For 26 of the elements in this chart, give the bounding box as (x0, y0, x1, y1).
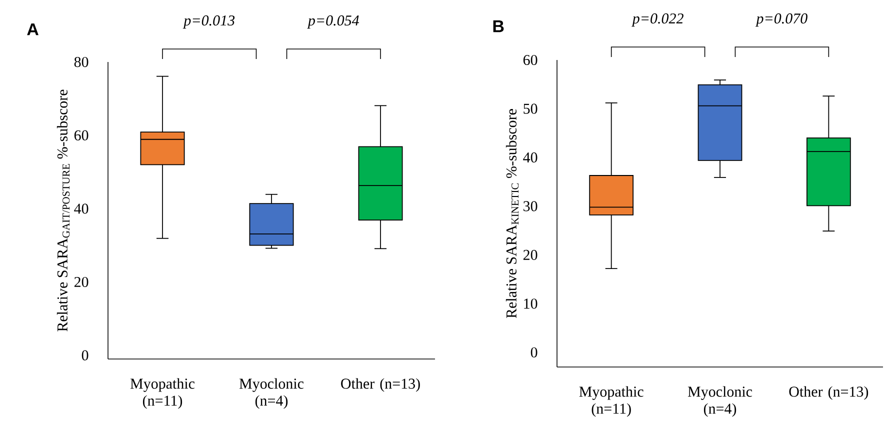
chart-title: A (27, 23, 38, 36)
y-tick-label: 60 (74, 130, 88, 140)
x-tick-label: Myoclonic (n=4) (239, 378, 304, 409)
y-tick-label: 40 (74, 204, 88, 214)
text: p=0.070 (755, 13, 808, 27)
y-axis-title: $\text{Relative SARA}_{\text{GAIT/POSTURE}}\text{ \%-subscore}$ (56, 90, 70, 332)
x-tick-label: Other (n=13) (789, 386, 868, 400)
y-tick-label: 20 (523, 250, 538, 260)
y-tick-label: 60 (523, 54, 538, 66)
x-tick-label: Myoclonic (n=4) (688, 386, 752, 417)
chart-title: B (493, 20, 504, 32)
y-tick-label: 50 (524, 104, 538, 114)
text: p=0.013 (182, 15, 235, 29)
x-tick-label: Other (n=13) (341, 378, 420, 392)
y-tick-label: 0 (530, 347, 538, 358)
text: p=0.022 (632, 13, 684, 27)
y-tick-label: 80 (74, 56, 88, 68)
y-tick-label: 20 (74, 276, 88, 288)
y-tick-label: 10 (524, 298, 538, 309)
y-tick-label: 30 (524, 201, 538, 212)
x-tick-label: Myopathic (n=11) (579, 386, 644, 417)
x-tick-label: Myopathic (n=11) (130, 378, 195, 409)
text: p=0.054 (307, 15, 359, 29)
y-tick-label: 0 (82, 350, 88, 360)
y-tick-label: 40 (523, 152, 538, 163)
y-axis-title: $\text{Relative SARA}_{\text{KINETIC}}\text{ \%-subscore}$ (506, 109, 519, 318)
